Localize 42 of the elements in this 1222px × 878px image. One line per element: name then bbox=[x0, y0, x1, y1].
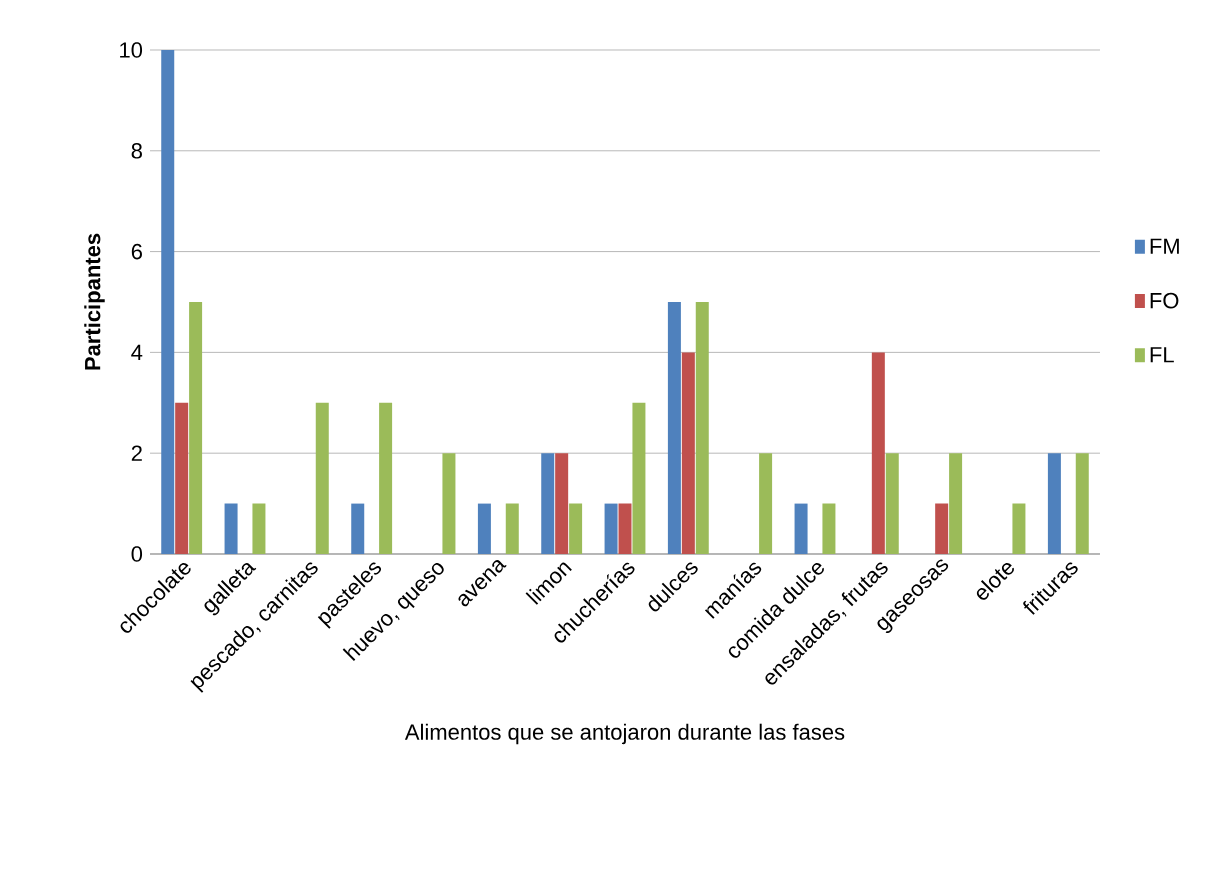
bar bbox=[1047, 453, 1061, 554]
bar bbox=[1075, 453, 1089, 554]
bar bbox=[442, 453, 456, 554]
y-tick-label: 6 bbox=[131, 243, 142, 260]
y-tick-label: 8 bbox=[131, 143, 142, 159]
bar bbox=[189, 301, 203, 554]
bar bbox=[632, 402, 646, 554]
bar bbox=[555, 453, 569, 554]
bar bbox=[161, 49, 175, 554]
bar bbox=[695, 301, 709, 554]
bar bbox=[935, 503, 949, 554]
bar bbox=[1012, 503, 1026, 554]
y-tick-label: 2 bbox=[131, 445, 142, 461]
bar bbox=[224, 503, 238, 554]
bar bbox=[477, 503, 491, 554]
bar bbox=[794, 503, 808, 554]
y-tick-label: 0 bbox=[131, 546, 143, 562]
y-axis-title: Participantes bbox=[84, 233, 105, 370]
legend-label: FL bbox=[1150, 347, 1174, 363]
bar bbox=[618, 503, 632, 554]
x-tick-label: elote bbox=[976, 562, 1014, 600]
legend-label: FO bbox=[1150, 292, 1179, 309]
bar bbox=[541, 453, 555, 554]
y-tick-label: 4 bbox=[131, 344, 143, 360]
bar bbox=[604, 503, 618, 554]
bar bbox=[871, 352, 885, 554]
legend-label: FM bbox=[1150, 238, 1179, 254]
bar bbox=[681, 352, 695, 554]
bar bbox=[379, 402, 393, 554]
bar bbox=[822, 503, 836, 554]
bar bbox=[885, 453, 899, 554]
bar bbox=[315, 402, 329, 554]
bar bbox=[351, 503, 365, 554]
bar bbox=[949, 453, 963, 554]
bar bbox=[252, 503, 266, 554]
bar bbox=[505, 503, 519, 554]
y-tick-label: 10 bbox=[120, 42, 143, 58]
bar bbox=[569, 503, 583, 554]
x-axis-title: Alimentos que se antojaron durante las fases bbox=[404, 723, 845, 745]
bar bbox=[759, 453, 773, 554]
bar bbox=[667, 301, 681, 554]
bar bbox=[175, 402, 189, 554]
